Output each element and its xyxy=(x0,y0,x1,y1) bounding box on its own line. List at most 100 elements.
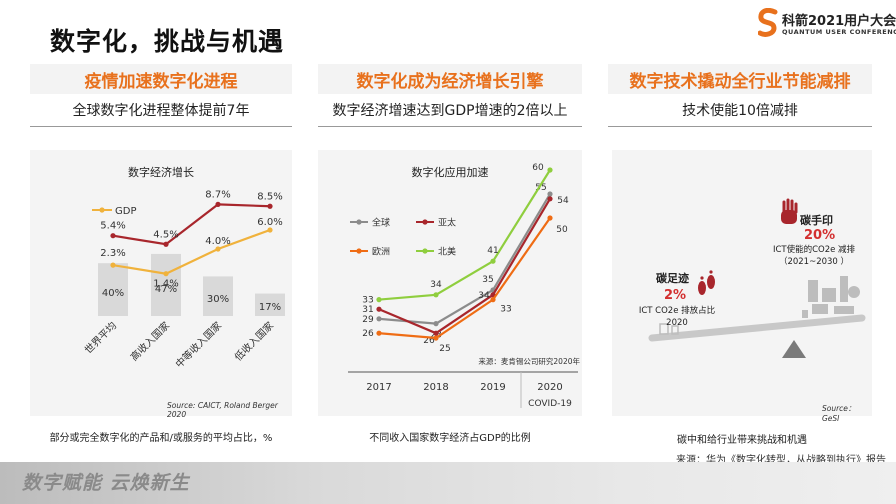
chart2-legend-label: 全球 xyxy=(372,217,390,229)
chart2-data-label: 29 xyxy=(362,315,374,325)
chart1-panel: 数字经济增长 40% 47% 30% 17% 5.4% 4.5% 8.7% 8.5% 2.3% 1… xyxy=(30,150,292,419)
chart2-x-label: 2018 xyxy=(423,382,448,393)
chart2-data-label: 33 xyxy=(362,296,373,306)
chart1-red-line xyxy=(112,203,271,246)
carbon-source: Source：GeSI xyxy=(822,404,856,423)
logo-s-icon xyxy=(758,8,778,37)
chart1-gdp-point xyxy=(215,246,221,252)
column-sub-2: 数字经济增速达到GDP增速的2倍以上 xyxy=(318,100,582,127)
chart2-data-label: 54 xyxy=(557,196,569,206)
column-head-1: 疫情加速数字化进程 xyxy=(30,64,292,94)
chart1-bar xyxy=(255,293,285,316)
chart2-data-label: 35 xyxy=(482,275,493,285)
chart2-legend-label: 北美 xyxy=(438,246,456,258)
chart1-title: 数字经济增长 xyxy=(128,166,194,179)
footer-source: 来源：华为《数字化转型，从战略到执行》报告 xyxy=(676,455,886,466)
chart1-category-label: 中等收入国家 xyxy=(173,319,225,371)
chart2-point xyxy=(433,292,439,298)
carbon-panel: 碳足迹 2% ICT CO2e 排放占比 2020 碳手印 20% ICT使能的… xyxy=(612,150,872,423)
chart1-bar xyxy=(98,263,128,316)
chart2-legend-marker xyxy=(422,248,428,254)
logo-en-text: QUANTUM USER CONFERENCE xyxy=(782,28,896,36)
chart1-category-label: 低收入国家 xyxy=(232,319,277,364)
chart2-covid-label: COVID-19 xyxy=(528,399,572,409)
chart2-point xyxy=(376,330,382,336)
chart2-line-1 xyxy=(378,198,551,335)
chart2-point xyxy=(433,330,439,336)
column-head-3: 数字技术撬动全行业节能减排 xyxy=(608,64,872,94)
chart1-legend-marker xyxy=(99,207,105,213)
chart2-data-label: 50 xyxy=(556,225,568,235)
chart1-bar-label: 17% xyxy=(259,302,281,313)
bottom-slogan: 数字赋能 云焕新生 xyxy=(22,472,190,494)
chart1-gdp-label: 4.0% xyxy=(205,236,230,247)
chart2-point xyxy=(376,297,382,303)
chart1-red-label: 8.5% xyxy=(257,191,282,202)
chart1-gdp-label: 1.4% xyxy=(153,279,178,290)
chart2-data-label: 26 xyxy=(423,336,435,346)
carbon-caption: 碳中和给行业带来挑战和机遇 xyxy=(677,435,807,446)
footprint-title: 碳足迹 xyxy=(656,272,689,285)
chart1-red-label: 4.5% xyxy=(153,229,178,240)
footprint-value: 2% xyxy=(664,288,687,303)
chart1-bar-label: 30% xyxy=(207,294,229,305)
chart2-data-label: 60 xyxy=(532,163,544,173)
device-icons xyxy=(659,323,679,335)
chart1-category-label: 高收入国家 xyxy=(128,319,173,364)
chart1-svg: 40% 47% 30% 17% 5.4% 4.5% 8.7% 8.5% 2.3% 1.4% 4.0%… xyxy=(82,189,285,371)
chart1-caption: 部分或完全数字化的产品和/或服务的平均占比，% xyxy=(49,433,273,444)
chart1-gdp-point xyxy=(110,262,116,268)
chart2-x-label: 2020 xyxy=(537,382,562,393)
chart1-red-point xyxy=(110,233,116,239)
chart1-red-point xyxy=(267,203,273,209)
handprint-desc: ICT使能的CO2e 减排 （2021~2030 ） xyxy=(762,244,866,268)
chart1-source: Source: CAICT, Roland Berger 2020 xyxy=(167,401,278,419)
chart2-x-label: 2017 xyxy=(366,382,391,393)
handprint-title: 碳手印 xyxy=(800,214,833,227)
chart2-data-label: 34 xyxy=(430,280,442,290)
page-title: 数字化，挑战与机遇 xyxy=(50,27,285,56)
chart2-caption: 不同收入国家数字经济占GDP的比例 xyxy=(369,433,531,444)
chart2-data-label: 25 xyxy=(439,344,450,354)
chart2-point xyxy=(547,196,553,202)
chart2-point xyxy=(547,215,553,221)
column-sub-3: 技术使能10倍减排 xyxy=(608,100,872,127)
chart2-data-label: 41 xyxy=(487,246,498,256)
column-head-2: 数字化成为经济增长引擎 xyxy=(318,64,582,94)
industry-icons xyxy=(802,276,860,318)
chart2-legend-label: 亚太 xyxy=(438,217,456,229)
footprint-desc-line1: ICT CO2e 排放占比 xyxy=(638,306,716,316)
chart1-red-point xyxy=(163,241,169,247)
chart1-red-point xyxy=(215,201,221,207)
footprint-desc-line2: 2020 xyxy=(666,318,688,328)
chart1-gdp-label: 2.3% xyxy=(100,248,125,259)
chart2-data-label: 26 xyxy=(362,329,374,339)
chart1-bar xyxy=(151,253,181,316)
chart1-gdp-line xyxy=(112,228,271,275)
handprint-desc-line2: （2021~2030 ） xyxy=(778,257,850,267)
chart2-x-label: 2019 xyxy=(480,382,505,393)
chart1-category-label: 世界平均 xyxy=(82,320,119,357)
footprint-desc: ICT CO2e 排放占比 2020 xyxy=(632,305,722,329)
chart2-legend-marker xyxy=(356,219,362,225)
chart2-line-0 xyxy=(378,193,551,325)
chart1-red-label: 5.4% xyxy=(100,221,125,232)
chart1-bar-label: 40% xyxy=(102,288,124,299)
chart1-gdp-point xyxy=(163,271,169,277)
chart2-point xyxy=(376,306,382,312)
footprint-icon xyxy=(698,270,715,295)
chart1-bar xyxy=(203,276,233,316)
chart1-gdp-point xyxy=(267,227,273,233)
chart2-source: 来源：麦肯锡公司研究2020年 xyxy=(478,356,580,366)
chart2-line-3 xyxy=(378,169,551,301)
conference-logo: 科箭2021用户大会 QUANTUM USER CONFERENCE xyxy=(758,8,896,42)
handprint-value: 20% xyxy=(804,228,836,243)
carbon-illustration xyxy=(648,198,866,358)
chart2-data-label: 31 xyxy=(362,305,373,315)
chart2-legend-marker xyxy=(356,248,362,254)
chart2-svg: 2017201820192020COVID-192928355531263454… xyxy=(348,163,580,409)
logo-cn-text: 科箭2021用户大会 xyxy=(782,14,896,29)
handprint-desc-line1: ICT使能的CO2e 减排 xyxy=(772,245,856,255)
chart2-point xyxy=(433,321,439,327)
chart2-point xyxy=(547,167,553,173)
